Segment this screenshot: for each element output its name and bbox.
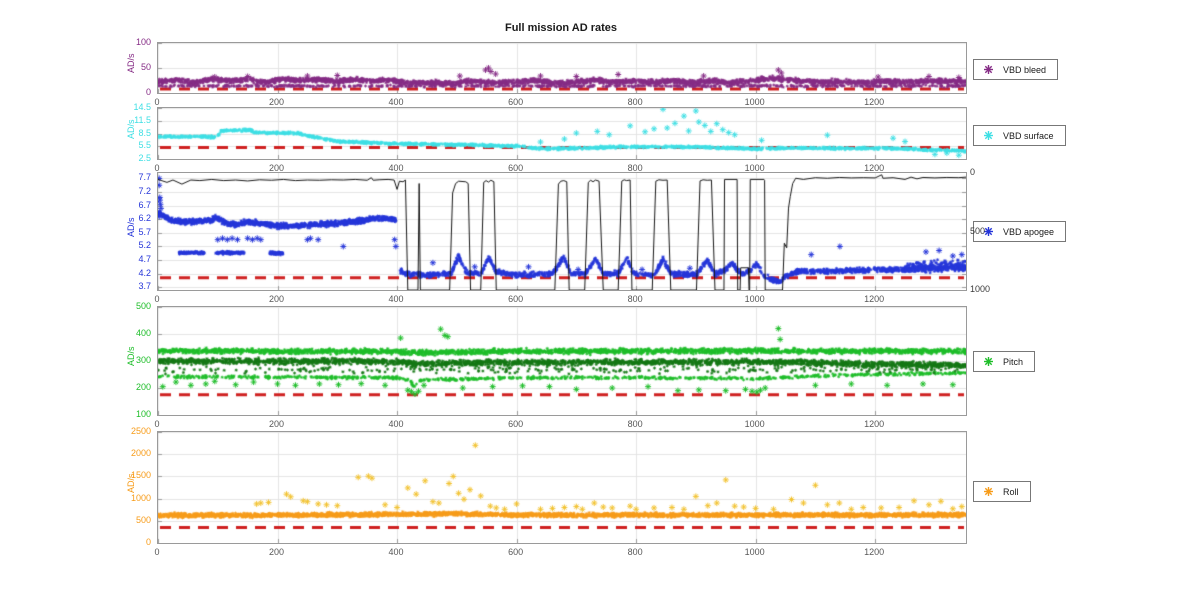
tick-label: 600 [508, 97, 524, 107]
tick-label: 1000 [744, 294, 765, 304]
asterisk-marker-icon [982, 130, 995, 141]
tick-label: 1000 [130, 492, 151, 503]
tick-label: 8.5 [138, 127, 151, 138]
tick-label: 1200 [864, 419, 885, 429]
legend-pitch: Pitch [973, 351, 1036, 372]
asterisk-marker-icon [982, 486, 995, 497]
tick-label: 1000 [970, 284, 991, 294]
tick-label: 800 [627, 419, 643, 429]
tick-label: 0 [154, 547, 160, 557]
vbd-surface-plot [157, 107, 967, 160]
tick-label: 0 [145, 537, 151, 547]
tick-label: 50 [140, 62, 151, 72]
tick-label: 0 [154, 163, 160, 173]
legend-label: VBD surface [1003, 130, 1054, 141]
tick-label: 300 [135, 355, 151, 365]
tick-label: 200 [269, 547, 285, 557]
tick-label: 500 [135, 514, 151, 525]
tick-label: 4.2 [138, 267, 151, 278]
tick-label: 0 [145, 87, 151, 97]
tick-label: 500 [135, 301, 151, 311]
tick-label: 0 [154, 419, 160, 429]
tick-label: 400 [135, 328, 151, 338]
tick-label: 1200 [864, 547, 885, 557]
tick-label: 400 [388, 419, 404, 429]
tick-label: 7.7 [138, 172, 151, 183]
tick-label: 6.7 [138, 199, 151, 210]
tick-label: 600 [508, 547, 524, 557]
tick-label: 500 [970, 225, 986, 236]
tick-label: 200 [135, 382, 151, 392]
asterisk-marker-icon [982, 356, 995, 367]
tick-label: 0 [154, 97, 160, 107]
tick-label: 7.2 [138, 186, 151, 197]
asterisk-marker-icon [982, 226, 995, 237]
roll-plot [157, 431, 967, 544]
tick-label: 400 [388, 294, 404, 304]
tick-label: 600 [508, 419, 524, 429]
tick-label: 600 [508, 163, 524, 173]
tick-label: 1000 [744, 419, 765, 429]
tick-label: 200 [269, 163, 285, 173]
tick-label: 1200 [864, 163, 885, 173]
tick-label: 5.5 [138, 140, 151, 151]
legend-label: VBD bleed [1003, 64, 1047, 75]
legend-vbd-surface: VBD surface [973, 125, 1066, 146]
tick-label: 6.2 [138, 213, 151, 224]
legend-vbd-apogee: VBD apogee [973, 221, 1067, 242]
tick-label: 1200 [864, 97, 885, 107]
tick-label: 2000 [130, 448, 151, 459]
tick-label: 100 [135, 409, 151, 419]
tick-label: 100 [135, 37, 151, 47]
tick-label: 0 [154, 294, 160, 304]
tick-label: 200 [269, 97, 285, 107]
tick-label: 600 [508, 294, 524, 304]
tick-label: 400 [388, 97, 404, 107]
legend-roll: Roll [973, 481, 1031, 502]
tick-label: 11.5 [134, 114, 151, 125]
vbd-apogee-plot [157, 172, 967, 291]
legend-label: VBD apogee [1003, 226, 1055, 237]
legend-vbd-bleed: VBD bleed [973, 59, 1059, 80]
asterisk-marker-icon [982, 64, 995, 75]
tick-label: 1000 [744, 547, 765, 557]
legend-label: Pitch [1003, 356, 1024, 367]
tick-label: 1000 [744, 97, 765, 107]
tick-label: 14.5 [133, 102, 151, 112]
legend-label: Roll [1003, 486, 1019, 497]
tick-label: 800 [627, 547, 643, 557]
tick-label: 200 [269, 419, 285, 429]
tick-label: 4.7 [138, 254, 151, 265]
tick-label: 2.5 [138, 153, 151, 163]
pitch-plot [157, 306, 967, 416]
figure-title: Full mission AD rates [504, 22, 618, 34]
tick-label: 400 [388, 163, 404, 173]
tick-label: 1000 [744, 163, 765, 173]
tick-label: 800 [627, 294, 643, 304]
tick-label: 3.7 [138, 281, 151, 292]
tick-label: 200 [269, 294, 285, 304]
tick-label: 1500 [130, 470, 151, 481]
vbd-bleed-plot [157, 42, 967, 94]
tick-label: 2500 [130, 426, 151, 436]
tick-label: 1200 [864, 294, 885, 304]
tick-label: 400 [388, 547, 404, 557]
tick-label: 800 [627, 97, 643, 107]
tick-label: 800 [627, 163, 643, 173]
roll-ylabel: AD/s [126, 472, 136, 493]
tick-label: 0 [970, 167, 976, 177]
tick-label: 5.7 [138, 226, 151, 237]
tick-label: 5.2 [138, 240, 151, 251]
